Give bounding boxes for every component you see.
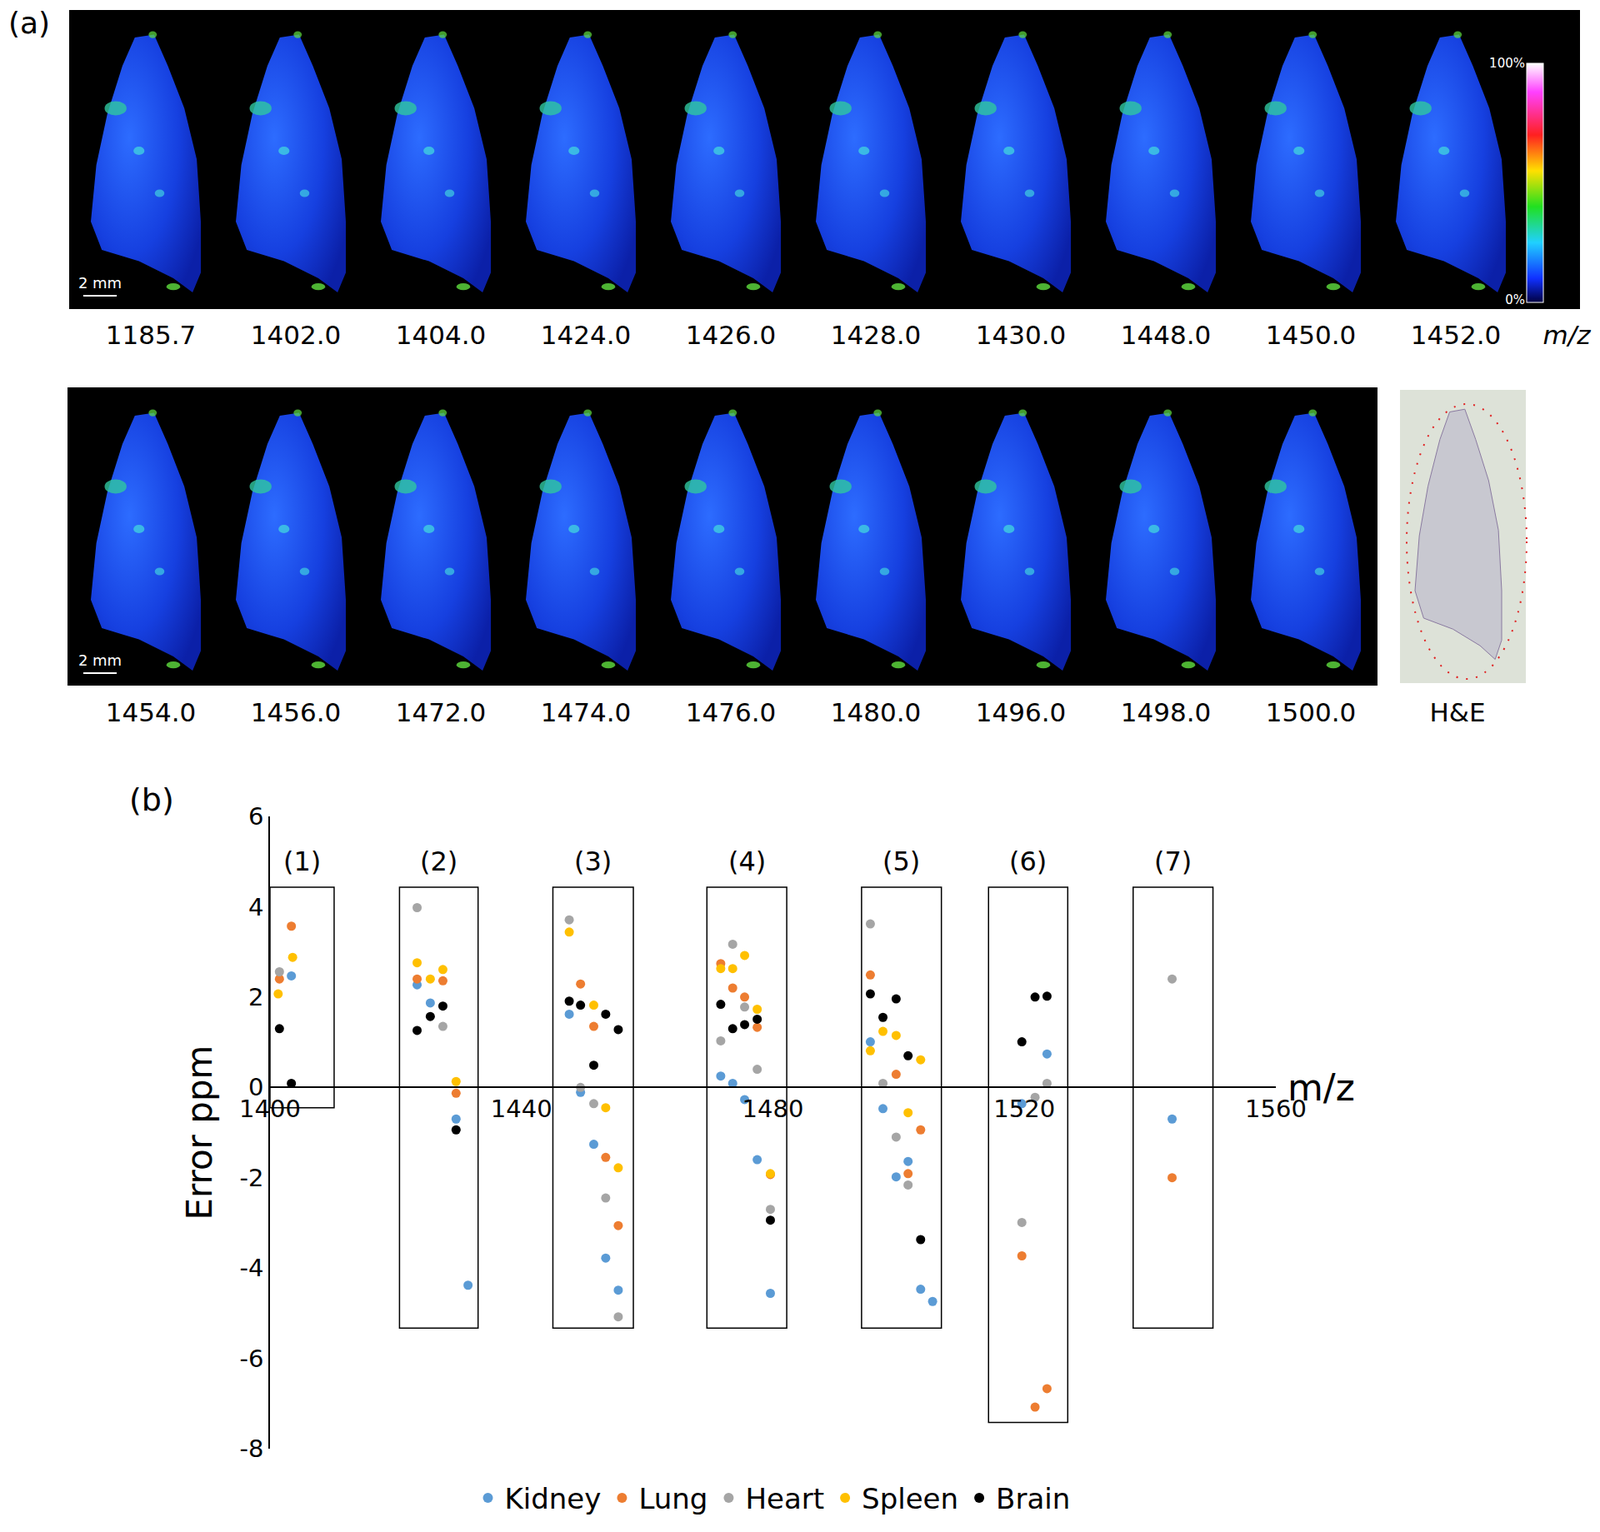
svg-text:1480.0: 1480.0: [830, 697, 921, 728]
svg-text:1454.0: 1454.0: [105, 697, 196, 728]
svg-text:Error ppm: Error ppm: [179, 1045, 220, 1221]
svg-text:(1): (1): [283, 845, 321, 878]
svg-text:1498.0: 1498.0: [1120, 697, 1211, 728]
svg-text:1404.0: 1404.0: [395, 320, 486, 350]
svg-text:(2): (2): [420, 845, 458, 878]
svg-text:1185.7: 1185.7: [105, 320, 196, 350]
svg-text:Spleen: Spleen: [861, 1482, 959, 1516]
svg-text:1500.0: 1500.0: [1265, 697, 1356, 728]
svg-text:1474.0: 1474.0: [540, 697, 631, 728]
svg-text:2 mm: 2 mm: [78, 274, 122, 292]
svg-text:(5): (5): [882, 845, 920, 878]
svg-text:-4: -4: [240, 1254, 265, 1283]
svg-text:1520: 1520: [993, 1095, 1055, 1124]
svg-text:1424.0: 1424.0: [540, 320, 631, 350]
svg-text:1472.0: 1472.0: [395, 697, 486, 728]
svg-text:(6): (6): [1009, 845, 1047, 878]
svg-text:1440: 1440: [490, 1095, 553, 1124]
svg-text:1496.0: 1496.0: [975, 697, 1066, 728]
svg-text:Heart: Heart: [745, 1482, 825, 1516]
svg-text:1476.0: 1476.0: [685, 697, 776, 728]
svg-text:(a): (a): [8, 5, 50, 40]
svg-text:-6: -6: [240, 1345, 265, 1374]
svg-text:1400: 1400: [239, 1095, 301, 1124]
svg-text:100%: 100%: [1489, 55, 1525, 71]
svg-text:H&E: H&E: [1429, 697, 1485, 728]
svg-text:1480: 1480: [742, 1095, 805, 1124]
svg-text:6: 6: [248, 802, 264, 831]
svg-text:(7): (7): [1154, 845, 1192, 878]
svg-text:Lung: Lung: [638, 1482, 708, 1516]
svg-text:1560: 1560: [1245, 1095, 1307, 1124]
svg-text:m/z: m/z: [1287, 1066, 1355, 1110]
svg-text:-2: -2: [240, 1164, 265, 1193]
svg-text:2: 2: [248, 983, 264, 1012]
svg-text:-8: -8: [240, 1435, 265, 1464]
svg-text:1402.0: 1402.0: [250, 320, 341, 350]
svg-text:(3): (3): [574, 845, 612, 878]
svg-text:Brain: Brain: [995, 1482, 1070, 1516]
svg-text:0%: 0%: [1505, 292, 1525, 308]
svg-text:(4): (4): [728, 845, 766, 878]
svg-text:1430.0: 1430.0: [975, 320, 1066, 350]
svg-text:0: 0: [248, 1073, 264, 1102]
html-text:(b): (b): [129, 781, 174, 819]
svg-text:2 mm: 2 mm: [78, 651, 122, 670]
svg-text:1450.0: 1450.0: [1265, 320, 1356, 350]
svg-text:1456.0: 1456.0: [250, 697, 341, 728]
svg-text:1426.0: 1426.0: [685, 320, 776, 350]
svg-text:4: 4: [248, 893, 264, 922]
svg-text:Kidney: Kidney: [505, 1482, 602, 1516]
svg-text:1448.0: 1448.0: [1120, 320, 1211, 350]
svg-text:m/z: m/z: [1543, 320, 1592, 350]
svg-text:1452.0: 1452.0: [1410, 320, 1501, 350]
svg-text:1428.0: 1428.0: [830, 320, 921, 350]
